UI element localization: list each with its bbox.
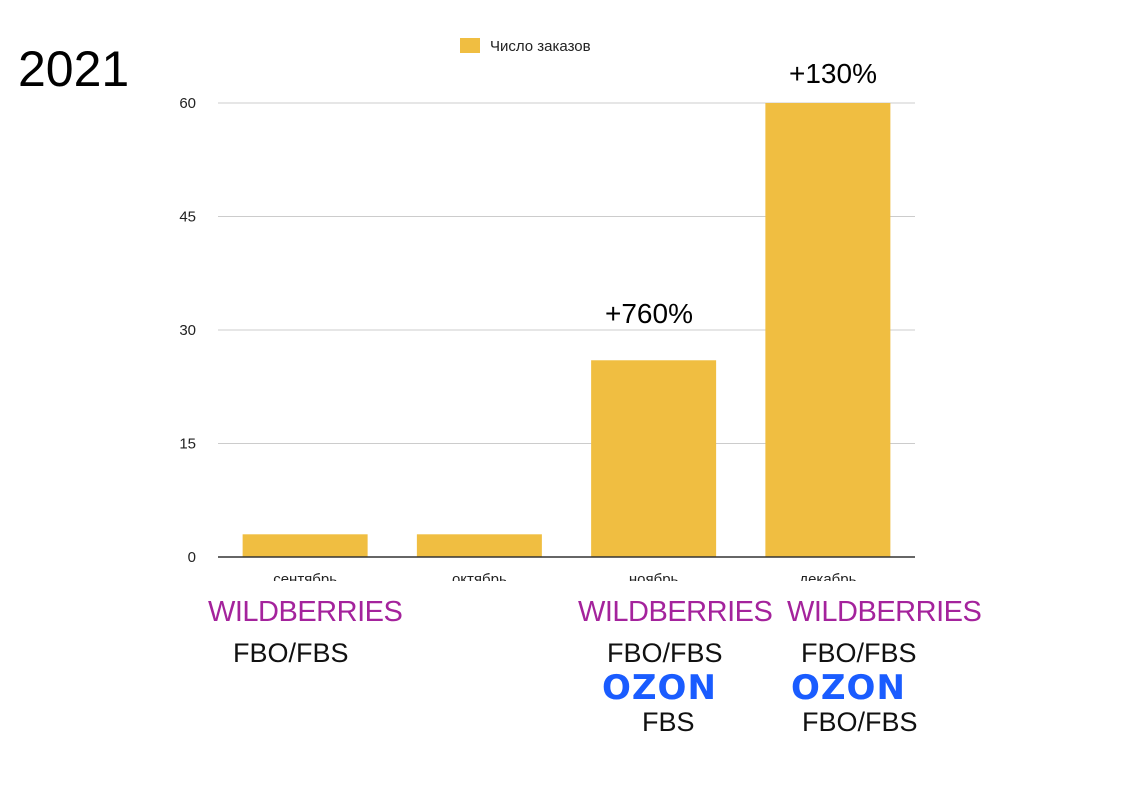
y-tick-label: 15	[179, 436, 196, 453]
model-label-nov-wb: FBO/FBS	[607, 638, 723, 668]
y-tick-label: 0	[188, 549, 196, 566]
model-label-dec-ozon: FBO/FBS	[802, 707, 918, 737]
wildberries-logo-sep: WILDBERRIES	[208, 596, 403, 628]
bar	[765, 103, 891, 557]
year-label: 2021	[18, 41, 130, 97]
bar	[242, 534, 368, 557]
y-tick-label: 45	[179, 209, 196, 226]
ozon-logo-nov: OZON	[602, 668, 717, 708]
model-label-sep-wb: FBO/FBS	[233, 638, 349, 668]
legend: Число заказов	[460, 38, 591, 55]
wildberries-logo-nov: WILDBERRIES	[578, 596, 773, 628]
model-label-dec-wb: FBO/FBS	[801, 638, 917, 668]
model-label-nov-ozon: FBS	[642, 707, 695, 737]
annotation-nov: +760%	[605, 298, 693, 329]
legend-swatch	[460, 38, 480, 53]
wildberries-logo-dec: WILDBERRIES	[787, 596, 982, 628]
legend-label: Число заказов	[490, 38, 591, 55]
bars	[218, 103, 915, 558]
x-label-mask	[218, 581, 915, 589]
annotation-dec: +130%	[789, 58, 877, 89]
bar	[591, 360, 717, 557]
y-tick-label: 30	[179, 322, 196, 339]
ozon-logo-dec: OZON	[791, 668, 906, 708]
y-tick-label: 60	[179, 95, 196, 112]
bar	[416, 534, 542, 557]
